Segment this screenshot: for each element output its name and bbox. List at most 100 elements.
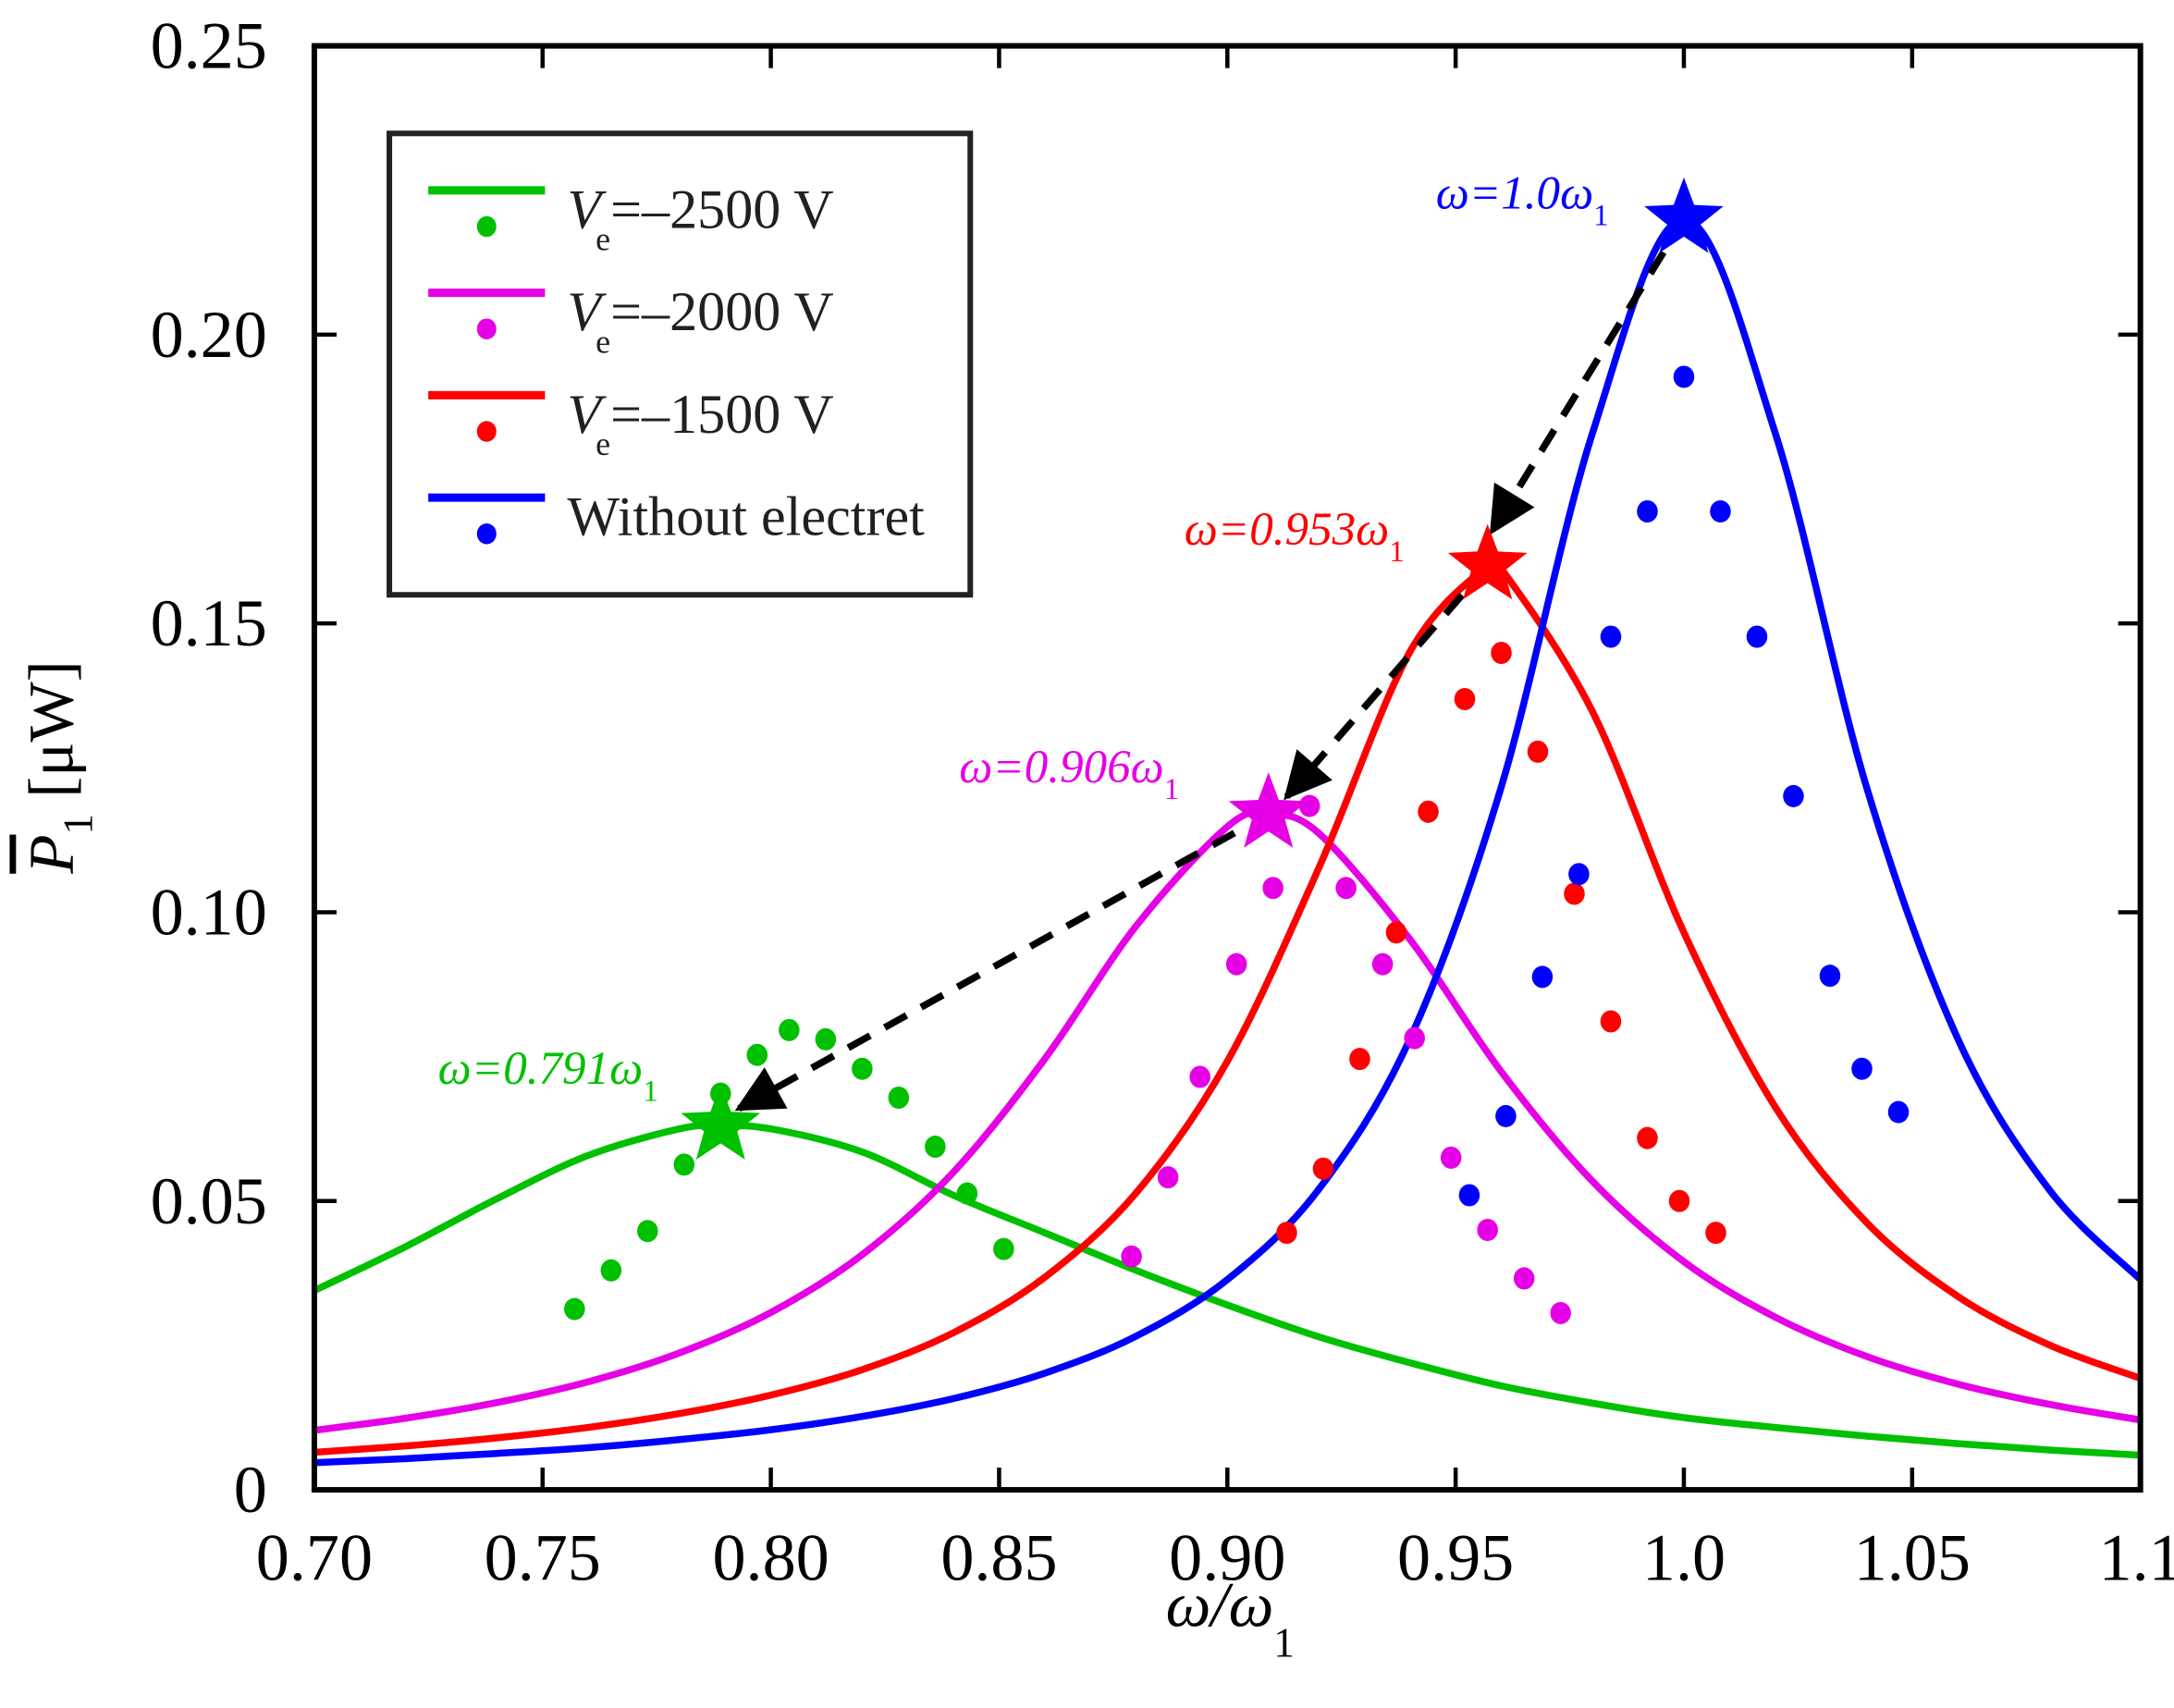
legend-label-sub: e <box>596 425 610 462</box>
data-point <box>564 1297 585 1321</box>
data-point <box>1440 1146 1462 1169</box>
legend-label-sub: e <box>596 323 610 360</box>
dashed-arrow <box>1489 250 1667 535</box>
legend-dot-swatch <box>476 522 497 545</box>
data-point <box>1513 1267 1535 1290</box>
x-axis-label-sub: 1 <box>1273 1619 1295 1665</box>
legend-label-rest: Without electret <box>567 486 925 548</box>
data-point <box>1418 800 1439 823</box>
x-tick-label: 0.80 <box>712 1521 829 1595</box>
x-tick-label: 1.0 <box>1642 1521 1726 1595</box>
data-point <box>1458 1184 1480 1207</box>
peak-annotation-text: ω=0.906ω <box>959 741 1164 793</box>
data-point <box>1225 952 1247 976</box>
series-line-0 <box>313 1122 2141 1459</box>
peak-annotation-text: ω=1.0ω <box>1436 166 1593 219</box>
data-point <box>1600 625 1622 648</box>
data-point <box>1637 1126 1658 1149</box>
data-point <box>1673 365 1695 388</box>
star-icon <box>1228 772 1308 848</box>
y-axis-label-sub: 1 <box>55 814 101 835</box>
x-tick-label: 0.75 <box>485 1521 601 1595</box>
legend-dot-swatch <box>476 318 497 339</box>
peak-annotation-text: ω=0.791ω <box>438 1042 644 1095</box>
data-point <box>1121 1245 1142 1268</box>
data-point <box>1189 1065 1210 1088</box>
legend-label-rest: =–2000 V <box>610 281 834 343</box>
y-axis-label-unit: [μW] <box>15 660 86 814</box>
data-point <box>1385 921 1407 944</box>
peak-annotation-sub: 1 <box>1389 535 1405 569</box>
legend-box <box>387 130 974 598</box>
data-point <box>1668 1189 1690 1212</box>
y-tick-label: 0.10 <box>151 876 267 950</box>
x-axis-label-main: ω/ω <box>1166 1568 1274 1640</box>
star-icon <box>1447 523 1528 600</box>
data-point <box>925 1136 946 1159</box>
y-tick-label: 0.05 <box>151 1164 267 1238</box>
data-point <box>1349 1048 1370 1071</box>
peak-annotation: ω=0.791ω1 <box>438 1042 658 1108</box>
data-point <box>852 1057 873 1080</box>
data-point <box>1819 965 1841 988</box>
data-point <box>1637 499 1658 523</box>
legend-label-var: V <box>567 281 607 343</box>
y-tick-label: 0 <box>234 1453 267 1527</box>
data-point <box>1531 965 1554 989</box>
data-point <box>1312 1157 1334 1180</box>
legend-dot-swatch <box>476 421 497 442</box>
data-point <box>746 1043 768 1066</box>
x-tick-label: 0.95 <box>1397 1521 1514 1595</box>
data-point <box>1454 687 1476 711</box>
data-point <box>888 1086 910 1109</box>
arrows-layer <box>734 250 1667 1112</box>
y-tick-label: 0.25 <box>151 9 267 83</box>
data-point <box>1527 740 1549 763</box>
peak-annotation: ω=0.906ω1 <box>959 741 1179 806</box>
x-tick-label: 1.1 <box>2099 1521 2174 1595</box>
data-point <box>1477 1218 1498 1242</box>
data-point <box>1404 1026 1425 1050</box>
data-point <box>956 1182 978 1205</box>
y-axis-label: P1 [μW] <box>15 660 101 874</box>
data-point <box>1568 863 1590 886</box>
legend-dot-swatch <box>476 215 497 238</box>
y-tick-label: 0.15 <box>151 586 267 660</box>
data-point <box>1371 952 1394 976</box>
axes: 0.70 0.75 0.80 0.85 0.90 0.95 1.0 1.05 1.1 0 0.05 0… <box>15 9 2174 1666</box>
data-point <box>815 1027 837 1051</box>
legend-label-rest: =–1500 V <box>610 384 834 446</box>
x-tick-label: 0.85 <box>940 1521 1057 1595</box>
dashed-arrow <box>1284 593 1465 801</box>
data-point <box>1600 1010 1622 1033</box>
data-point <box>1783 784 1804 807</box>
data-point <box>1550 1301 1571 1324</box>
data-point <box>1298 794 1320 817</box>
data-point <box>993 1237 1014 1260</box>
data-point <box>673 1153 695 1176</box>
x-tick-label: 1.05 <box>1854 1521 1971 1595</box>
dots-layer <box>564 365 1910 1324</box>
data-point <box>1491 642 1512 665</box>
x-tick-label: 0.90 <box>1169 1521 1285 1595</box>
peak-annotation-sub: 1 <box>643 1075 658 1108</box>
legend-label-rest: =–2500 V <box>610 178 834 240</box>
data-point <box>1276 1222 1297 1245</box>
data-point <box>1495 1104 1517 1127</box>
star-icon <box>681 1084 761 1160</box>
peak-annotation: ω=0.953ω1 <box>1185 503 1405 569</box>
peak-annotation-sub: 1 <box>1164 773 1180 806</box>
legend-label-sub: e <box>596 221 610 258</box>
data-point <box>1157 1166 1179 1189</box>
series-line-1 <box>313 809 2141 1434</box>
legend-label-var: V <box>567 384 607 446</box>
peak-annotation-sub: 1 <box>1593 199 1609 232</box>
data-point <box>637 1220 658 1243</box>
data-point <box>1564 882 1585 905</box>
y-axis-label-main: P <box>15 835 86 875</box>
data-point <box>1705 1222 1726 1245</box>
legend-entry-label: Ve=–2500 V <box>567 178 833 257</box>
